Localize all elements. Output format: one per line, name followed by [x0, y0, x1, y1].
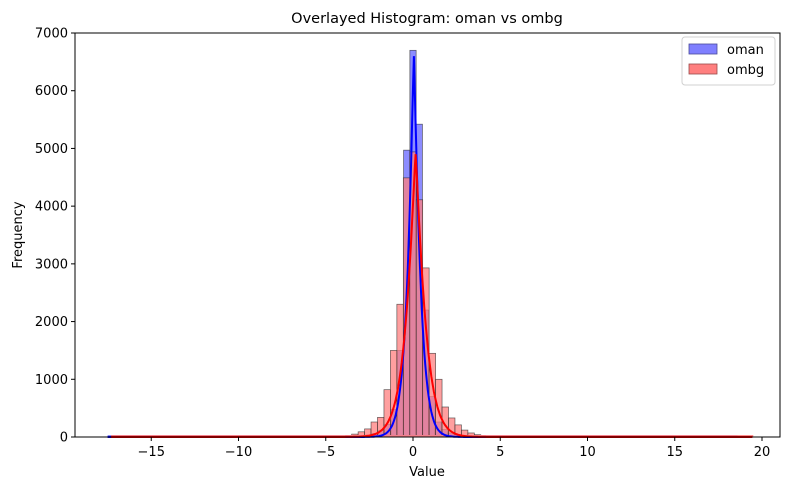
legend-swatch-ombg — [688, 63, 718, 75]
legend-swatch-oman — [688, 43, 718, 55]
y-axis-label: Frequency — [11, 201, 26, 268]
distribution-tails — [107, 435, 754, 437]
x-tick-label: 10 — [579, 445, 596, 460]
legend-label-oman: oman — [727, 43, 764, 58]
x-axis-ticks: −15 −10 −5 0 5 10 15 20 — [138, 437, 771, 460]
x-tick-label: −5 — [316, 445, 335, 460]
y-tick-label: 0 — [60, 431, 68, 446]
x-tick-label: 0 — [409, 445, 417, 460]
y-tick-label: 2000 — [35, 315, 68, 330]
y-tick-label: 4000 — [35, 200, 68, 215]
legend-label-ombg: ombg — [727, 63, 764, 78]
x-axis-label: Value — [409, 465, 445, 480]
x-tick-label: −15 — [138, 445, 165, 460]
y-tick-label: 3000 — [35, 257, 68, 272]
y-tick-label: 6000 — [35, 84, 68, 99]
y-tick-label: 5000 — [35, 142, 68, 157]
x-tick-label: 15 — [666, 445, 683, 460]
x-tick-label: −10 — [225, 445, 252, 460]
y-tick-label: 1000 — [35, 373, 68, 388]
tail-ombg — [111, 435, 754, 437]
x-tick-label: 20 — [754, 445, 771, 460]
y-tick-label: 7000 — [35, 27, 68, 42]
y-axis-ticks: 0 1000 2000 3000 4000 5000 6000 7000 — [35, 27, 75, 446]
legend: oman ombg — [681, 36, 776, 86]
axes-frame — [74, 32, 781, 438]
x-tick-label: 5 — [496, 445, 504, 460]
chart-title: Overlayed Histogram: oman vs ombg — [291, 11, 563, 27]
